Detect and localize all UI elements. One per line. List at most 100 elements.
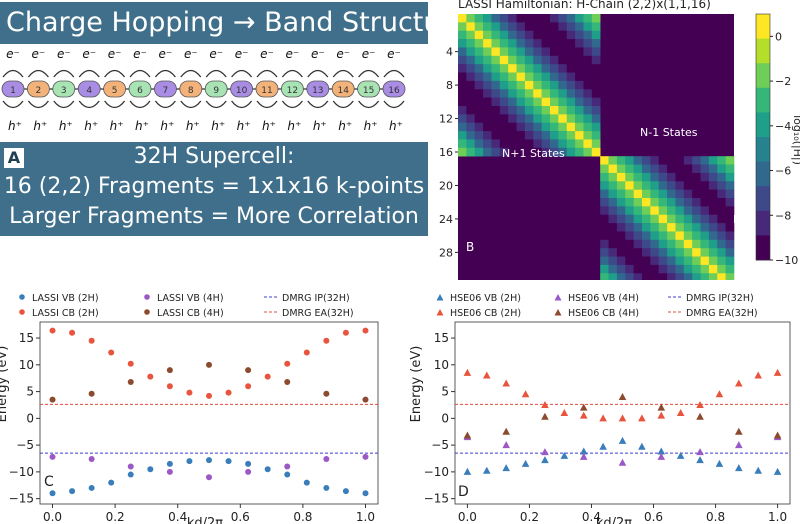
heatmap-cell (650, 264, 660, 274)
hop-arc-bottom (307, 100, 329, 109)
x-tick-label: 1.0 (768, 510, 787, 524)
heatmap-cell (558, 97, 568, 107)
heatmap-cell (600, 156, 609, 165)
heatmap-cell (625, 239, 634, 249)
heatmap-cell (600, 248, 609, 257)
legend-label: HSE06 VB (2H) (450, 293, 521, 304)
colorbar-segment (756, 145, 770, 150)
heatmap-cell (508, 39, 517, 48)
heatmap-cell (667, 189, 676, 199)
heatmap-cell (491, 80, 501, 90)
y-tick-label: −5 (16, 438, 34, 452)
data-point (88, 456, 95, 463)
heatmap-cell (499, 55, 509, 65)
heatmap-cell (642, 273, 651, 280)
legend-label: LASSI VB (4H) (157, 293, 224, 304)
heatmap-cell (642, 164, 651, 174)
heatmap-cell (499, 22, 509, 32)
heatmap-cell (575, 106, 584, 115)
heatmap-cell (675, 181, 685, 190)
colorbar-segment (756, 96, 770, 101)
hole-label: h⁺ (186, 119, 200, 133)
y-tick-label: 5 (441, 385, 449, 399)
fragment (179, 80, 203, 98)
heatmap-cell (558, 14, 568, 23)
heatmap-cell (483, 97, 492, 107)
heatmap-cell (524, 114, 534, 124)
heatmap-cell (692, 273, 701, 280)
heatmap-cell (591, 30, 601, 40)
data-point (147, 373, 154, 380)
fragment-number: 4 (86, 86, 92, 96)
data-point (186, 458, 193, 465)
heatmap-cell (692, 189, 701, 199)
hop-arc-top (231, 69, 253, 78)
heatmap-cell (591, 55, 601, 65)
heatmap-cell (508, 106, 517, 115)
colorbar-segment (756, 71, 770, 76)
heatmap-cell (541, 106, 551, 115)
data-point (482, 371, 491, 379)
heatmap-cell (483, 131, 492, 140)
info-line-1: 32H Supercell: (133, 144, 295, 169)
hamiltonian-heatmap: LASSI Hamiltonian: H-Chain (2,2)x(1,1,16… (439, 0, 800, 280)
legend-label: LASSI VB (2H) (32, 293, 99, 304)
x-tick-label: 1.0 (356, 510, 375, 524)
heatmap-cell (625, 223, 634, 232)
hole-label: h⁺ (262, 119, 276, 133)
colorbar-segment (756, 141, 770, 146)
colorbar-segment (756, 239, 770, 244)
hole-label: h⁺ (135, 119, 149, 133)
heatmap-cell (708, 206, 718, 216)
heatmap-cell (650, 239, 660, 249)
x-tick-label: 0.6 (644, 510, 663, 524)
heatmap-cell (658, 198, 668, 207)
colorbar-segment (756, 194, 770, 199)
heatmap-cell (558, 72, 568, 82)
colorbar-frame (755, 13, 771, 261)
heatmap-cell (591, 131, 601, 140)
axes-frame-c (39, 321, 379, 505)
heatmap-cell (491, 147, 501, 157)
heatmap-cell (541, 80, 551, 90)
electron-label: e⁻ (32, 47, 46, 61)
heatmap-cell (541, 14, 551, 23)
heatmap-cell (583, 89, 593, 98)
hole-label: h⁺ (211, 119, 225, 133)
heatmap-cell (633, 189, 643, 199)
colorbar-segment (756, 14, 770, 19)
heatmap-cell (616, 198, 626, 207)
heatmap-cell (633, 198, 643, 207)
hop-arc-bottom (358, 100, 380, 109)
heatmap-cell (499, 39, 509, 48)
data-point (206, 474, 212, 481)
heatmap-cell (725, 239, 735, 249)
fragment (26, 80, 50, 98)
fragment (230, 80, 254, 98)
heatmap-cell (683, 214, 693, 224)
hop-arc-bottom (27, 100, 49, 109)
heatmap-cell (541, 131, 551, 140)
colorbar-segment (756, 206, 770, 212)
heatmap-cell (600, 172, 609, 182)
colorbar-segment (756, 46, 770, 52)
hop-arc-top (256, 69, 278, 78)
heatmap-cell (591, 114, 601, 124)
x-tick-label: 0.2 (106, 510, 125, 524)
colorbar-segment (756, 231, 770, 236)
heatmap-cell (675, 156, 685, 165)
heatmap-cell (491, 89, 501, 98)
heatmap-cell (675, 206, 685, 216)
fragment-number: 6 (137, 86, 143, 96)
hop-arc-top (281, 69, 303, 78)
legend-label: HSE06 CB (2H) (450, 308, 521, 319)
fragment (153, 80, 177, 98)
heatmap-cell (583, 30, 593, 40)
heatmap-cell (508, 30, 517, 40)
y-tick-label: −15 (424, 492, 449, 506)
heatmap-cell (658, 172, 668, 182)
heatmap-cell (524, 97, 534, 107)
heatmap-cell (591, 64, 601, 73)
heatmap-cell (625, 172, 634, 182)
hop-arc-bottom (104, 100, 126, 109)
